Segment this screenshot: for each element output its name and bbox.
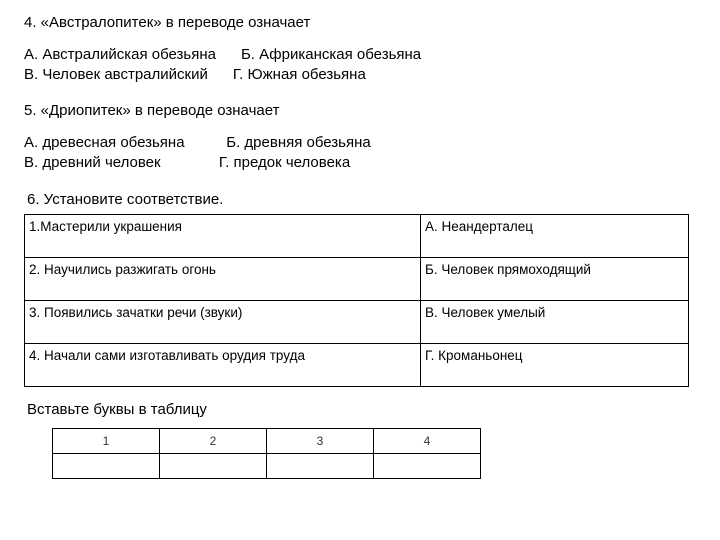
q6-instruction: Вставьте буквы в таблицу <box>27 401 696 418</box>
answer-cell-4[interactable] <box>374 454 481 479</box>
answer-header-3: 3 <box>267 429 374 454</box>
q5-answers: А. древесная обезьяна Б. древняя обезьян… <box>24 133 696 174</box>
answer-header-2: 2 <box>160 429 267 454</box>
worksheet-page: 4. «Австралопитек» в переводе означает А… <box>0 0 720 479</box>
answer-cell-2[interactable] <box>160 454 267 479</box>
q4-answer-row-1: А. Австралийская обезьяна Б. Африканская… <box>24 45 696 65</box>
q5-answer-row-1: А. древесная обезьяна Б. древняя обезьян… <box>24 133 696 153</box>
match-left-2: 2. Научились разжигать огонь <box>25 258 421 301</box>
match-right-3: В. Человек умелый <box>421 301 689 344</box>
match-table: 1.Мастерили украшения А. Неандерталец 2.… <box>24 214 689 387</box>
match-right-1: А. Неандерталец <box>421 215 689 258</box>
table-row: 1.Мастерили украшения А. Неандерталец <box>25 215 689 258</box>
q5-title: 5. «Дриопитек» в переводе означает <box>24 102 696 119</box>
match-left-3: 3. Появились зачатки речи (звуки) <box>25 301 421 344</box>
answer-cell-3[interactable] <box>267 454 374 479</box>
match-left-1: 1.Мастерили украшения <box>25 215 421 258</box>
match-left-4: 4. Начали сами изготавливать орудия труд… <box>25 344 421 387</box>
answer-header-4: 4 <box>374 429 481 454</box>
match-right-4: Г. Кроманьонец <box>421 344 689 387</box>
answer-header-row: 1 2 3 4 <box>53 429 481 454</box>
answer-table: 1 2 3 4 <box>52 428 481 479</box>
answer-cell-1[interactable] <box>53 454 160 479</box>
table-row: 2. Научились разжигать огонь Б. Человек … <box>25 258 689 301</box>
answer-header-1: 1 <box>53 429 160 454</box>
answer-input-row <box>53 454 481 479</box>
table-row: 4. Начали сами изготавливать орудия труд… <box>25 344 689 387</box>
q4-answer-row-2: В. Человек австралийский Г. Южная обезья… <box>24 65 696 85</box>
q5-answer-row-2: В. древний человек Г. предок человека <box>24 153 696 173</box>
table-row: 3. Появились зачатки речи (звуки) В. Чел… <box>25 301 689 344</box>
q6-title: 6. Установите соответствие. <box>27 191 696 208</box>
match-right-2: Б. Человек прямоходящий <box>421 258 689 301</box>
q4-answers: А. Австралийская обезьяна Б. Африканская… <box>24 45 696 86</box>
q4-title: 4. «Австралопитек» в переводе означает <box>24 14 696 31</box>
